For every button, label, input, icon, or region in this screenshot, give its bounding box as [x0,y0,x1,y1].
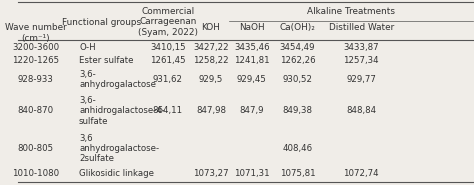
Text: 3,6-
anhydrogalactose: 3,6- anhydrogalactose [79,70,156,89]
Text: 3427,22: 3427,22 [193,43,229,52]
Text: Commercial
Carrageenan
(Syam, 2022): Commercial Carrageenan (Syam, 2022) [138,7,198,37]
Text: 1073,27: 1073,27 [193,169,229,178]
Text: KOH: KOH [201,23,220,32]
Text: 929,45: 929,45 [237,75,267,84]
Text: O-H: O-H [79,43,96,52]
Text: 1075,81: 1075,81 [280,169,315,178]
Text: 864,11: 864,11 [153,106,183,115]
Text: Ca(OH)₂: Ca(OH)₂ [280,23,315,32]
Text: 3,6
anhydrogalactose-
2sulfate: 3,6 anhydrogalactose- 2sulfate [79,134,159,163]
Text: 847,9: 847,9 [240,106,264,115]
Text: 930,52: 930,52 [283,75,312,84]
Text: NaOH: NaOH [239,23,264,32]
Text: Wave number
(cm⁻¹): Wave number (cm⁻¹) [5,23,67,43]
Text: 3454,49: 3454,49 [280,43,315,52]
Text: 1220-1265: 1220-1265 [12,56,59,65]
Text: Glikosidic linkage: Glikosidic linkage [79,169,154,178]
Text: 849,38: 849,38 [283,106,312,115]
Text: 1257,34: 1257,34 [343,56,379,65]
Text: 1072,74: 1072,74 [343,169,379,178]
Text: 840-870: 840-870 [18,106,54,115]
Text: Distilled Water: Distilled Water [328,23,394,32]
Text: 1241,81: 1241,81 [234,56,270,65]
Text: 1258,22: 1258,22 [193,56,229,65]
Text: 800-805: 800-805 [18,144,54,153]
Text: Alkaline Treatments: Alkaline Treatments [307,7,395,16]
Text: 3200-3600: 3200-3600 [12,43,59,52]
Text: 847,98: 847,98 [196,106,226,115]
Text: 1071,31: 1071,31 [234,169,270,178]
Text: Functional groups: Functional groups [62,18,141,27]
Text: 1261,45: 1261,45 [150,56,185,65]
Text: 1262,26: 1262,26 [280,56,315,65]
Text: 1010-1080: 1010-1080 [12,169,59,178]
Text: 931,62: 931,62 [153,75,183,84]
Text: 928-933: 928-933 [18,75,54,84]
Text: 3435,46: 3435,46 [234,43,270,52]
Text: 848,84: 848,84 [346,106,376,115]
Text: 3,6-
anhidrogalactose-4-
sulfate: 3,6- anhidrogalactose-4- sulfate [79,96,165,126]
Text: Ester sulfate: Ester sulfate [79,56,134,65]
Text: 3410,15: 3410,15 [150,43,185,52]
Text: 3433,87: 3433,87 [343,43,379,52]
Text: 929,5: 929,5 [199,75,223,84]
Text: 408,46: 408,46 [283,144,312,153]
Text: 929,77: 929,77 [346,75,376,84]
